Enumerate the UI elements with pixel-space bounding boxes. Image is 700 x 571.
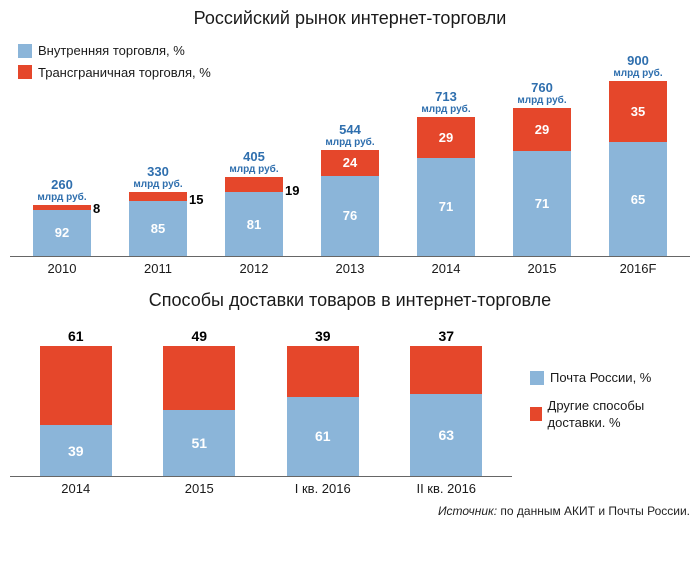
bar-seg-post: 61: [287, 397, 359, 476]
chart2-bar: 3763: [410, 346, 482, 476]
bar-top-value: 37: [403, 329, 489, 344]
chart2-bar: 3961: [287, 346, 359, 476]
bar-seg-crossborder: 29: [417, 117, 475, 157]
chart1-bar: 900млрд руб.3565: [609, 81, 667, 256]
legend-label-post: Почта России, %: [550, 369, 651, 387]
xaxis-label: 2014: [417, 261, 475, 276]
bar-top-value: 49: [156, 329, 242, 344]
xaxis-label: 2011: [129, 261, 187, 276]
bar-seg-crossborder: [225, 177, 283, 192]
bar-seg-post: 39: [40, 425, 112, 476]
bar-total-label: 760млрд руб.: [507, 81, 577, 106]
chart1-bar: 713млрд руб.2971: [417, 117, 475, 256]
bar-top-value: 61: [33, 329, 119, 344]
bar-top-value: 39: [280, 329, 366, 344]
xaxis-label: 2014: [40, 481, 112, 496]
legend-swatch-post: [530, 371, 544, 385]
chart2-bar: 4951: [163, 346, 235, 476]
bar-seg-other: [40, 346, 112, 425]
bar-side-label-top: 8: [93, 201, 100, 216]
xaxis-label: 2012: [225, 261, 283, 276]
legend-label-domestic: Внутренняя торговля, %: [38, 41, 185, 61]
bar-total-label: 330млрд руб.: [123, 165, 193, 190]
bar-total-label: 713млрд руб.: [411, 90, 481, 115]
chart1-bar: 330млрд руб.1585: [129, 192, 187, 256]
bar-seg-crossborder: 29: [513, 108, 571, 151]
chart2-legend: Почта России, % Другие способы доставки.…: [530, 319, 690, 434]
chart1-wrap: Внутренняя торговля, % Трансграничная то…: [10, 37, 690, 276]
bar-seg-other: [287, 346, 359, 397]
chart1-legend: Внутренняя торговля, % Трансграничная то…: [18, 41, 211, 84]
chart2-xaxis: 2014 2015 I кв. 2016 II кв. 2016: [10, 477, 512, 496]
xaxis-label: 2015: [513, 261, 571, 276]
bar-seg-domestic: 65: [609, 142, 667, 256]
bar-seg-post: 63: [410, 394, 482, 476]
bar-seg-other: [410, 346, 482, 394]
chart1-bar: 760млрд руб.2971: [513, 108, 571, 256]
source-line: Источник: по данным АКИТ и Почты России.: [10, 504, 690, 518]
source-text: по данным АКИТ и Почты России.: [500, 504, 690, 518]
chart1-plot: Внутренняя торговля, % Трансграничная то…: [10, 37, 690, 257]
legend-swatch-domestic: [18, 44, 32, 58]
bar-seg-other: [163, 346, 235, 410]
bar-total-label: 405млрд руб.: [219, 150, 289, 175]
xaxis-label: II кв. 2016: [410, 481, 482, 496]
bar-seg-crossborder: [129, 192, 187, 202]
xaxis-label: 2016F: [609, 261, 667, 276]
bar-seg-domestic: 81: [225, 192, 283, 256]
bar-total-label: 260млрд руб.: [27, 178, 97, 203]
legend-label-other: Другие способы доставки. %: [548, 397, 690, 432]
xaxis-label: 2010: [33, 261, 91, 276]
bar-seg-domestic: 71: [417, 158, 475, 256]
chart2-plot: 6139495139613763: [10, 319, 512, 477]
chart2-title: Способы доставки товаров в интернет-торг…: [10, 290, 690, 311]
xaxis-label: 2013: [321, 261, 379, 276]
chart1-xaxis: 2010 2011 2012 2013 2014 2015 2016F: [10, 257, 690, 276]
xaxis-label: 2015: [163, 481, 235, 496]
chart1-title: Российский рынок интернет-торговли: [10, 8, 690, 29]
bar-seg-domestic: 71: [513, 151, 571, 256]
bar-total-label: 900млрд руб.: [603, 54, 673, 79]
xaxis-label: I кв. 2016: [287, 481, 359, 496]
chart2-wrap: 6139495139613763 20142015I кв. 2016II кв…: [10, 319, 690, 496]
bar-side-label-top: 19: [285, 183, 299, 198]
chart2-bar: 6139: [40, 346, 112, 476]
chart1-bar: 405млрд руб.1981: [225, 177, 283, 256]
chart1-bar: 544млрд руб.2476: [321, 150, 379, 256]
chart1-bar: 260млрд руб.892: [33, 205, 91, 256]
bar-seg-domestic: 85: [129, 201, 187, 256]
bar-seg-domestic: 92: [33, 210, 91, 257]
legend-label-crossborder: Трансграничная торговля, %: [38, 63, 211, 83]
legend-swatch-crossborder: [18, 65, 32, 79]
legend-swatch-other: [530, 407, 542, 421]
bar-side-label-top: 15: [189, 192, 203, 207]
bar-seg-post: 51: [163, 410, 235, 476]
bar-seg-domestic: 76: [321, 176, 379, 256]
bar-seg-crossborder: 24: [321, 150, 379, 175]
bar-seg-crossborder: 35: [609, 81, 667, 142]
bar-total-label: 544млрд руб.: [315, 123, 385, 148]
source-label: Источник:: [438, 504, 497, 518]
